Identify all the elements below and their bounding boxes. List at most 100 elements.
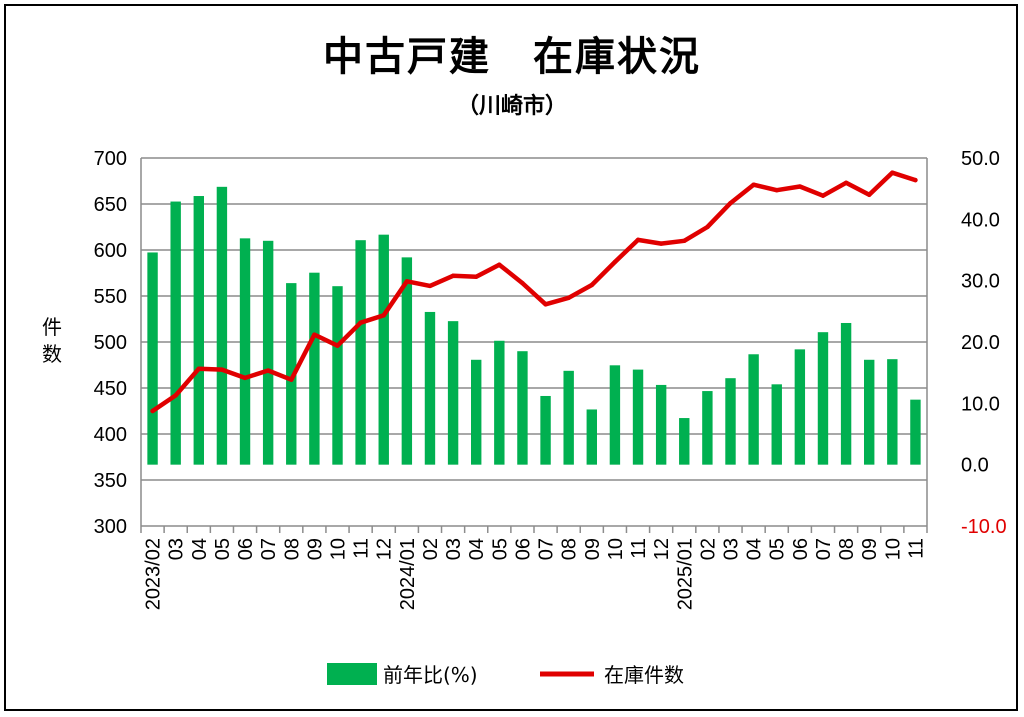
y-tick-right: 40.0	[961, 209, 1000, 231]
line-point	[820, 193, 826, 198]
line-point	[427, 283, 433, 289]
x-tick-label: 06	[235, 538, 257, 560]
bar	[840, 322, 852, 465]
line-point	[150, 408, 155, 414]
x-tick-label: 10	[328, 538, 350, 560]
legend: 前年比(%) 在庫件数	[327, 663, 684, 687]
line-point	[196, 366, 201, 371]
line-point	[913, 177, 918, 183]
line-point	[774, 188, 779, 193]
x-tick-label: 03	[166, 538, 188, 560]
line-point	[265, 368, 271, 373]
bar	[147, 252, 158, 465]
bar	[632, 369, 644, 465]
legend-label-bar: 前年比(%)	[383, 663, 478, 687]
y-tick-right: 10.0	[961, 393, 1000, 415]
x-tick-label: 07	[258, 538, 280, 560]
y-ticks-right: 50.0 40.0 30.0 20.0 10.0 0.0 -10.0	[961, 148, 1007, 538]
line-point	[797, 184, 803, 189]
bar	[540, 395, 551, 465]
y-tick-left: 700	[94, 148, 127, 170]
x-tick-label: 04	[189, 538, 211, 560]
y-axis-label-char: 件	[42, 315, 62, 339]
bar	[262, 240, 274, 465]
x-tick-label: 08	[559, 538, 581, 560]
bar	[655, 384, 667, 465]
chart-subtitle: （川崎市）	[456, 94, 567, 119]
x-tick-label: 04	[744, 538, 766, 560]
x-tick-label: 11	[351, 538, 373, 559]
line-point	[566, 295, 571, 301]
bar	[517, 351, 528, 465]
y-axis-label-left: 件数	[42, 315, 62, 366]
bar	[817, 332, 829, 465]
x-tick-label: 02	[697, 538, 719, 560]
bar	[609, 365, 621, 465]
bar	[447, 321, 459, 465]
line-point	[751, 182, 756, 187]
x-tick-label: 09	[304, 538, 326, 560]
bar	[725, 378, 736, 465]
x-tick-label: 09	[582, 538, 604, 560]
x-tick-label: 12	[374, 538, 396, 560]
x-tick-label: 05	[767, 538, 789, 560]
line-point	[497, 262, 502, 267]
x-tick-label: 03	[721, 538, 743, 560]
x-tick-label: 10	[882, 538, 904, 560]
line-point	[219, 367, 225, 372]
y-tick-left: 400	[94, 424, 127, 446]
line-point	[705, 224, 710, 230]
line-point	[474, 274, 479, 279]
x-tick-label: 11	[905, 538, 927, 559]
y-tick-left: 300	[94, 516, 127, 538]
axes	[140, 158, 928, 533]
y-tick-right: -10.0	[961, 516, 1007, 538]
bar	[286, 283, 297, 465]
x-tick-label: 09	[859, 538, 881, 560]
x-tick-label: 08	[281, 538, 303, 560]
bar	[170, 201, 181, 465]
y-tick-left: 550	[94, 286, 127, 308]
legend-swatch-bar	[327, 663, 377, 685]
x-tick-label: 08	[836, 538, 858, 560]
x-ticks: 2023/02 03 04 05 06 07 08 09 10 11 12 2024/01 02 03 04…	[143, 538, 928, 610]
line-point	[335, 343, 340, 348]
x-tick-label: 07	[813, 538, 835, 560]
y-ticks-left: 700 650 600 550 500 450 400 350 300	[94, 148, 127, 538]
line-series	[150, 170, 918, 414]
y-tick-right: 30.0	[961, 271, 1000, 293]
y-tick-left: 600	[94, 240, 127, 262]
legend-label-line: 在庫件数	[604, 663, 684, 687]
line-point	[843, 180, 849, 186]
line-point	[728, 200, 733, 206]
x-tick-label: 07	[536, 538, 558, 560]
line-point	[682, 238, 687, 243]
line-point	[358, 320, 363, 325]
gridlines	[141, 157, 927, 481]
bar	[471, 359, 482, 465]
bar	[193, 196, 204, 465]
x-tick-label: 2024/01	[397, 538, 419, 610]
bar	[702, 391, 713, 465]
bar	[239, 238, 251, 465]
line-point	[520, 280, 525, 286]
line-point	[635, 237, 641, 243]
bar	[309, 272, 320, 465]
bar	[216, 186, 228, 465]
line-point	[404, 279, 410, 284]
y-tick-right: 20.0	[961, 332, 1000, 354]
x-tick-label: 12	[651, 538, 673, 560]
bar	[794, 349, 806, 465]
x-tick-label: 2023/02	[143, 538, 165, 610]
x-tick-label: 06	[790, 538, 812, 560]
x-tick-label: 06	[512, 538, 534, 560]
y-axis-label-char: 数	[42, 342, 62, 366]
x-tick-label: 10	[605, 538, 627, 560]
bar	[401, 257, 413, 465]
y-tick-left: 500	[94, 332, 127, 354]
bar	[332, 286, 343, 465]
bar	[771, 384, 782, 465]
bar	[355, 240, 366, 465]
x-tick-label: 05	[212, 538, 234, 560]
